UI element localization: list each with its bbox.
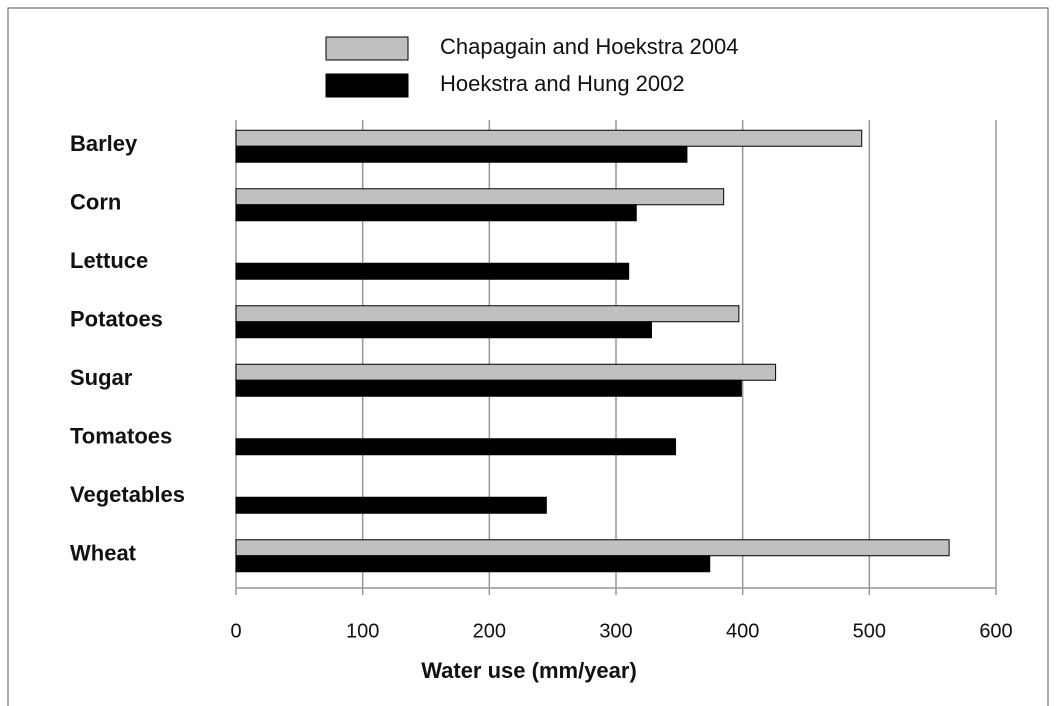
y-tick-label: Barley bbox=[70, 131, 138, 156]
bar bbox=[235, 363, 777, 381]
y-tick-label: Corn bbox=[70, 190, 121, 215]
bar bbox=[235, 438, 677, 456]
x-tick-label: 300 bbox=[599, 620, 632, 642]
y-tick-label: Vegetables bbox=[70, 482, 185, 507]
bar bbox=[235, 539, 950, 557]
x-tick-label: 100 bbox=[346, 620, 379, 642]
bar bbox=[235, 496, 547, 514]
x-tick-label: 200 bbox=[473, 620, 506, 642]
x-tick-label: 500 bbox=[853, 620, 886, 642]
legend-swatch bbox=[325, 73, 409, 98]
frame bbox=[7, 7, 1049, 706]
bar bbox=[235, 145, 688, 163]
x-tick-label: 600 bbox=[979, 620, 1012, 642]
y-tick-label: Sugar bbox=[70, 365, 133, 390]
x-axis-title: Water use (mm/year) bbox=[421, 658, 637, 683]
bar bbox=[235, 129, 863, 147]
legend-label: Chapagain and Hoekstra 2004 bbox=[440, 34, 738, 59]
legend-swatch bbox=[325, 36, 409, 61]
y-tick-label: Tomatoes bbox=[70, 424, 172, 449]
y-tick-label: Potatoes bbox=[70, 307, 163, 332]
x-tick-label: 0 bbox=[230, 620, 241, 642]
y-tick-label: Wheat bbox=[70, 541, 137, 566]
legend-label: Hoekstra and Hung 2002 bbox=[440, 71, 685, 96]
y-tick-label: Lettuce bbox=[70, 248, 148, 273]
bar bbox=[235, 379, 742, 397]
bar bbox=[235, 321, 652, 339]
bar bbox=[235, 204, 637, 222]
x-tick-label: 400 bbox=[726, 620, 759, 642]
bar bbox=[235, 555, 711, 573]
bar bbox=[235, 188, 725, 206]
bar bbox=[235, 305, 740, 323]
bar bbox=[235, 262, 630, 280]
